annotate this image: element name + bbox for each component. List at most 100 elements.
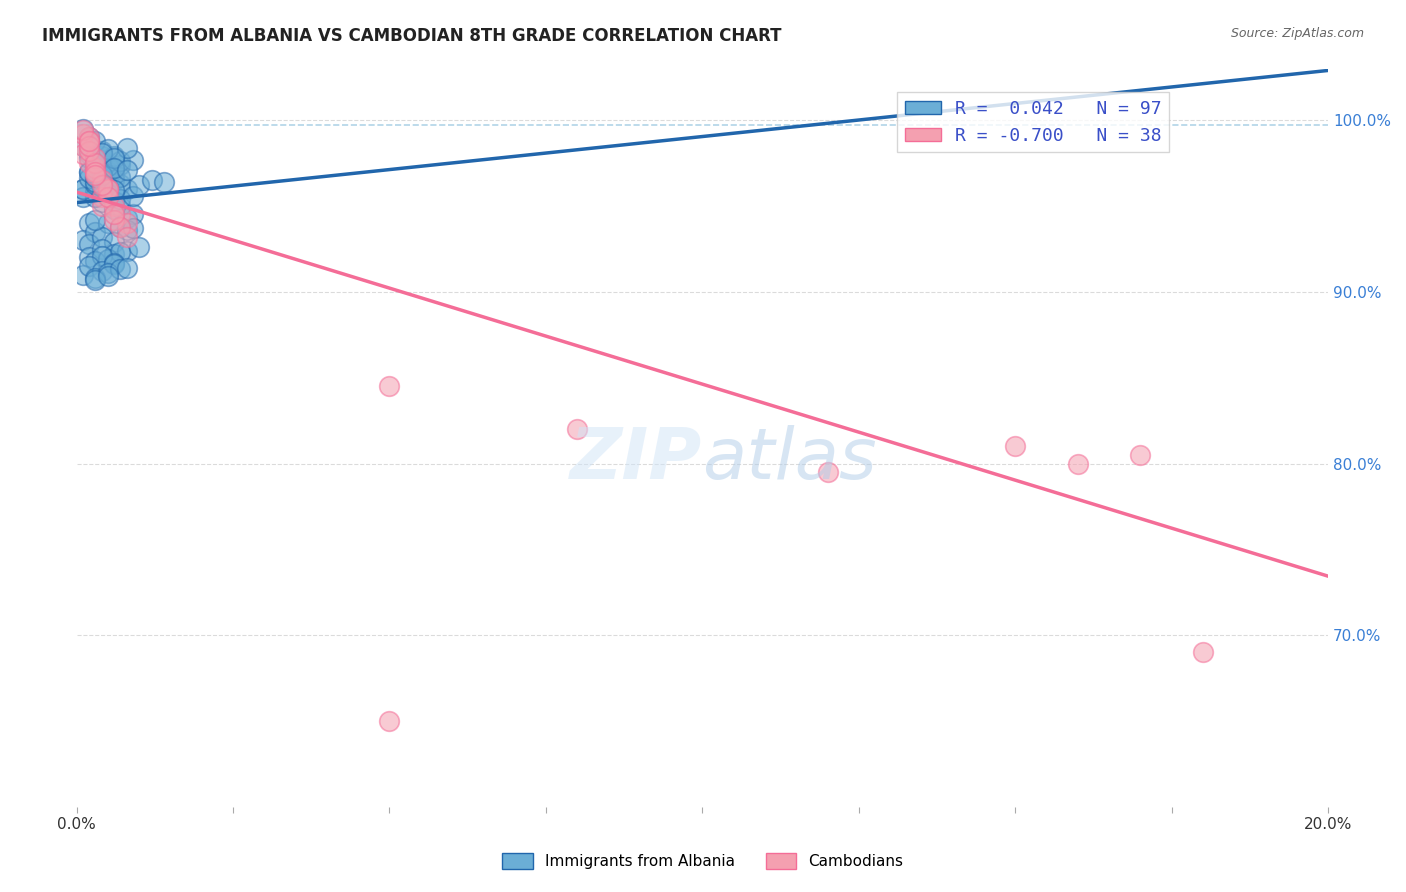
- Point: [77, 259, 100, 273]
- Point: [84, 273, 107, 287]
- Point: [90, 264, 112, 278]
- Point: [90, 178, 112, 193]
- Point: [72, 147, 94, 161]
- Point: [84, 178, 107, 193]
- Point: [103, 202, 125, 217]
- Legend: R =  0.042   N = 97, R = -0.700   N = 38: R = 0.042 N = 97, R = -0.700 N = 38: [897, 92, 1168, 152]
- Point: [1192, 645, 1215, 659]
- Point: [84, 177, 107, 191]
- Point: [128, 240, 150, 254]
- Point: [97, 158, 120, 172]
- Point: [84, 164, 107, 178]
- Point: [77, 134, 100, 148]
- Point: [84, 156, 107, 170]
- Point: [72, 123, 94, 137]
- Point: [77, 164, 100, 178]
- Point: [97, 269, 120, 284]
- Point: [77, 147, 100, 161]
- Point: [122, 221, 145, 235]
- Point: [103, 207, 125, 221]
- Point: [84, 253, 107, 268]
- Point: [90, 153, 112, 167]
- Point: [90, 249, 112, 263]
- Point: [84, 161, 107, 175]
- Point: [77, 130, 100, 145]
- Point: [90, 173, 112, 187]
- Point: [84, 156, 107, 170]
- Point: [1067, 457, 1090, 471]
- Point: [115, 260, 138, 275]
- Point: [77, 138, 100, 153]
- Point: [115, 223, 138, 237]
- Point: [115, 162, 138, 177]
- Point: [97, 190, 120, 204]
- Point: [103, 194, 125, 208]
- Point: [97, 164, 120, 178]
- Point: [110, 169, 132, 184]
- Point: [110, 207, 132, 221]
- Point: [84, 156, 107, 170]
- Point: [103, 255, 125, 269]
- Point: [97, 142, 120, 156]
- Point: [110, 199, 132, 213]
- Point: [378, 379, 401, 393]
- Point: [90, 229, 112, 244]
- Point: [90, 195, 112, 210]
- Point: [77, 216, 100, 230]
- Point: [115, 140, 138, 154]
- Point: [72, 190, 94, 204]
- Point: [77, 134, 100, 148]
- Point: [90, 180, 112, 194]
- Point: [77, 156, 100, 170]
- Point: [103, 184, 125, 198]
- Point: [110, 245, 132, 260]
- Point: [115, 229, 138, 244]
- Text: ZIP: ZIP: [569, 425, 703, 494]
- Point: [567, 422, 589, 436]
- Point: [115, 216, 138, 230]
- Point: [103, 257, 125, 271]
- Point: [84, 168, 107, 182]
- Point: [77, 151, 100, 165]
- Point: [97, 182, 120, 196]
- Point: [115, 211, 138, 225]
- Point: [1004, 439, 1026, 453]
- Point: [110, 219, 132, 234]
- Point: [97, 182, 120, 196]
- Text: Source: ZipAtlas.com: Source: ZipAtlas.com: [1230, 27, 1364, 40]
- Text: atlas: atlas: [703, 425, 877, 494]
- Point: [97, 266, 120, 280]
- Point: [90, 199, 112, 213]
- Point: [84, 161, 107, 175]
- Point: [77, 164, 100, 178]
- Point: [110, 192, 132, 206]
- Point: [110, 262, 132, 277]
- Legend: Immigrants from Albania, Cambodians: Immigrants from Albania, Cambodians: [496, 847, 910, 875]
- Point: [103, 162, 125, 177]
- Point: [84, 185, 107, 199]
- Point: [84, 271, 107, 285]
- Point: [103, 151, 125, 165]
- Point: [97, 173, 120, 187]
- Point: [84, 175, 107, 189]
- Point: [72, 127, 94, 141]
- Point: [90, 145, 112, 160]
- Point: [90, 185, 112, 199]
- Point: [90, 185, 112, 199]
- Point: [84, 164, 107, 178]
- Point: [72, 233, 94, 247]
- Point: [84, 190, 107, 204]
- Point: [378, 714, 401, 728]
- Point: [77, 138, 100, 153]
- Point: [72, 138, 94, 153]
- Point: [103, 168, 125, 182]
- Point: [84, 171, 107, 186]
- Point: [103, 173, 125, 187]
- Point: [128, 178, 150, 193]
- Point: [90, 149, 112, 163]
- Point: [84, 151, 107, 165]
- Point: [77, 171, 100, 186]
- Point: [110, 219, 132, 234]
- Point: [153, 175, 176, 189]
- Point: [77, 236, 100, 251]
